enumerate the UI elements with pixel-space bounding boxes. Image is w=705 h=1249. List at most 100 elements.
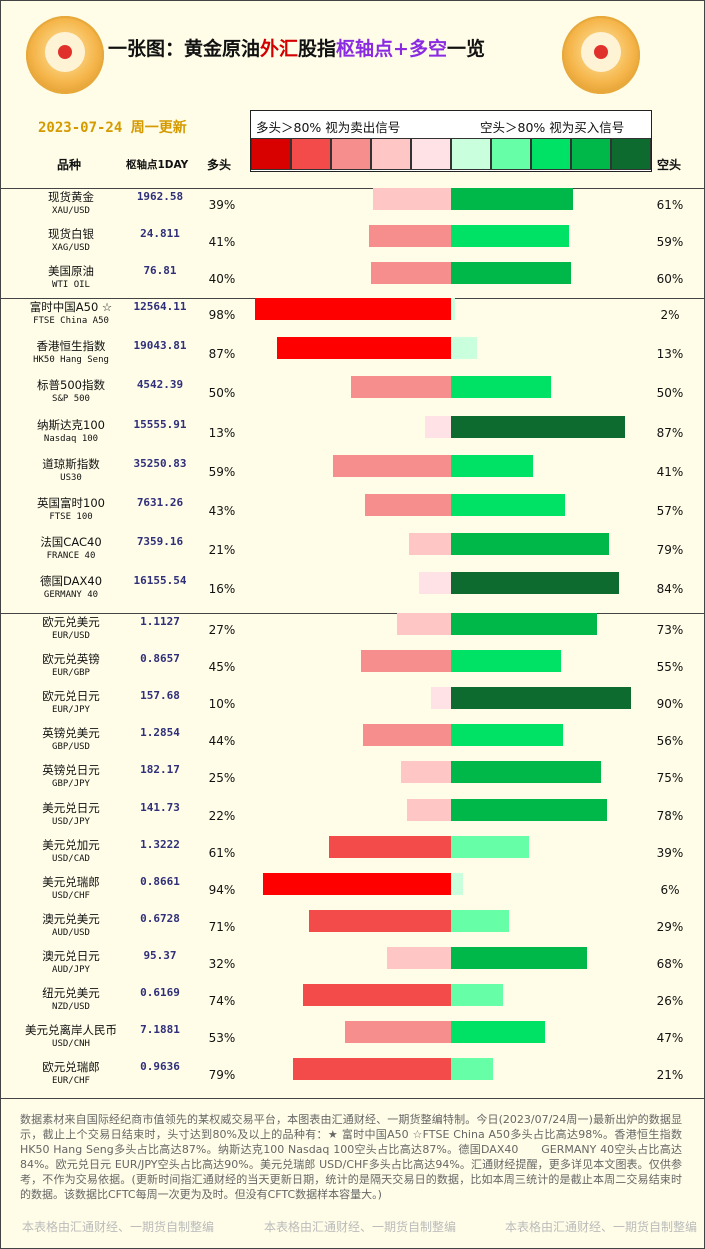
- instrument-code: EUR/JPY: [52, 705, 90, 716]
- instrument-name: 欧元兑美元: [42, 615, 100, 629]
- instrument-code: XAG/USD: [52, 243, 90, 254]
- long-percent: 27%: [208, 623, 236, 637]
- short-bar: [451, 337, 477, 360]
- legend-swatch: [451, 138, 491, 170]
- short-bar: [451, 572, 619, 595]
- long-percent: 13%: [208, 425, 236, 440]
- instrument-name: 美国原油: [48, 264, 94, 279]
- short-bar: [451, 376, 551, 399]
- instrument-name: 德国DAX40: [39, 574, 103, 589]
- short-percent: 26%: [656, 994, 684, 1008]
- long-bar: [409, 533, 451, 556]
- short-percent: 41%: [656, 464, 684, 479]
- long-bar: [329, 835, 451, 858]
- short-percent: 90%: [656, 697, 684, 712]
- legend-swatch: [411, 138, 451, 170]
- long-percent: 41%: [208, 235, 236, 250]
- instrument-name: 英国富时100: [37, 496, 105, 510]
- pivot-value: 0.6728: [140, 911, 180, 925]
- instrument-code: FTSE 100: [49, 512, 93, 522]
- short-percent: 57%: [656, 504, 684, 518]
- instrument-name: 欧元兑瑞郎: [42, 1060, 100, 1075]
- short-percent: 75%: [656, 771, 684, 786]
- short-percent: 59%: [656, 235, 684, 250]
- long-bar: [371, 262, 451, 285]
- legend-swatch: [291, 138, 331, 170]
- legend-swatch: [531, 138, 571, 170]
- short-bar: [451, 494, 565, 516]
- pivot-value: 7.1881: [140, 1023, 180, 1037]
- long-bar: [407, 798, 451, 821]
- long-percent: 87%: [208, 347, 236, 362]
- instrument-name: 道琼斯指数: [42, 456, 100, 471]
- watermark-left: 本表格由汇通财经、一期货自制整编: [22, 1220, 215, 1234]
- instrument-name: 现货白银: [48, 227, 94, 242]
- group-divider: [0, 188, 705, 189]
- long-bar: [351, 376, 451, 399]
- instrument-code: EUR/CHF: [52, 1076, 90, 1087]
- pivot-value: 1.1127: [140, 615, 180, 628]
- legend-swatch: [491, 138, 531, 170]
- instrument-code: GBP/USD: [52, 742, 90, 753]
- instrument-name: 美元兑瑞郎: [42, 874, 100, 889]
- page-title: 一张图：黄金原油外汇股指枢轴点+多空一览: [108, 38, 485, 60]
- instrument-code: EUR/GBP: [52, 668, 90, 679]
- instrument-name: 美元兑日元: [42, 800, 100, 815]
- instrument-name: 英镑兑日元: [42, 763, 100, 778]
- group-divider: [0, 613, 705, 614]
- short-bar: [451, 1021, 545, 1044]
- short-bar: [451, 298, 455, 320]
- short-percent: 78%: [656, 808, 684, 823]
- instrument-code: FTSE China A50: [33, 316, 109, 326]
- instrument-code: US30: [60, 472, 82, 483]
- instrument-code: GBP/JPY: [52, 779, 90, 790]
- long-bar: [369, 225, 451, 248]
- long-percent: 44%: [208, 734, 236, 749]
- short-percent: 84%: [656, 582, 684, 597]
- legend-swatch: [251, 138, 291, 170]
- instrument-code: USD/CNH: [52, 1039, 90, 1050]
- instrument-code: EUR/USD: [52, 631, 90, 641]
- long-percent: 61%: [208, 845, 236, 860]
- short-bar: [451, 872, 463, 895]
- instrument-code: AUD/JPY: [52, 964, 90, 975]
- pivot-value: 4542.39: [136, 378, 184, 392]
- instrument-code: GERMANY 40: [43, 590, 99, 601]
- instrument-name: 英镑兑美元: [42, 726, 100, 741]
- short-percent: 61%: [656, 198, 684, 212]
- long-percent: 22%: [208, 808, 236, 823]
- header-pivot: 枢轴点1DAY: [126, 159, 189, 171]
- pivot-value: 15555.91: [133, 417, 187, 431]
- instrument-code: S&P 500: [52, 394, 90, 405]
- header-name: 品种: [57, 158, 82, 172]
- long-bar: [431, 687, 451, 710]
- long-percent: 98%: [208, 308, 236, 322]
- instrument-name: 美元兑加元: [42, 837, 100, 852]
- long-bar: [401, 761, 451, 784]
- long-percent: 40%: [208, 272, 236, 287]
- long-bar: [303, 984, 451, 1006]
- long-percent: 43%: [208, 504, 236, 518]
- short-bar: [451, 415, 625, 438]
- long-bar: [373, 188, 451, 210]
- long-percent: 39%: [208, 198, 236, 212]
- long-bar: [363, 724, 451, 747]
- instrument-name: 香港恒生指数: [36, 339, 106, 354]
- pivot-value: 0.6169: [140, 986, 180, 999]
- long-bar: [293, 1058, 451, 1081]
- watermark-right: 本表格由汇通财经、一期货自制整编: [505, 1220, 698, 1234]
- short-percent: 60%: [656, 272, 684, 287]
- instrument-name: 纳斯达克100: [37, 417, 105, 432]
- short-bar: [451, 687, 631, 710]
- short-bar: [451, 1058, 493, 1081]
- long-bar: [361, 650, 451, 673]
- instrument-name: 纽元兑美元: [42, 986, 100, 1000]
- short-bar: [451, 724, 563, 747]
- instrument-name: 澳元兑美元: [42, 911, 100, 926]
- long-percent: 94%: [208, 882, 236, 897]
- long-percent: 21%: [208, 543, 236, 558]
- short-percent: 6%: [660, 882, 680, 897]
- pivot-value: 1.3222: [140, 837, 180, 851]
- short-bar: [451, 761, 601, 784]
- short-percent: 39%: [656, 845, 684, 860]
